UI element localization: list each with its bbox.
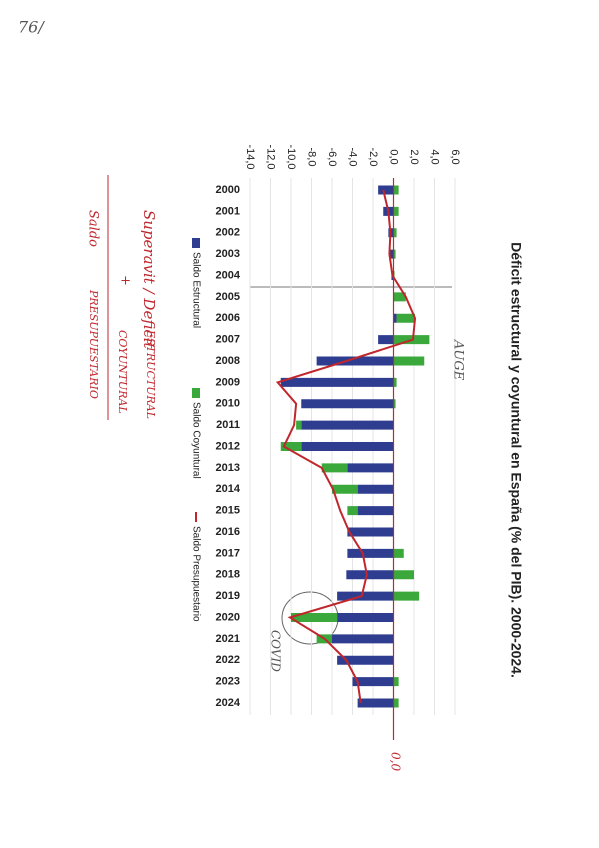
bar [337, 591, 394, 601]
category-label: 2014 [216, 483, 241, 495]
bar [378, 335, 394, 345]
category-label: 2008 [216, 355, 240, 367]
bar [332, 634, 394, 644]
category-label: 2016 [216, 526, 240, 538]
bar [337, 613, 394, 622]
annotation: PRESUPUESTARIO [87, 289, 100, 399]
bar [280, 377, 394, 387]
bar [393, 377, 397, 387]
bar [301, 442, 394, 451]
bar [316, 356, 394, 366]
bar [347, 506, 358, 516]
bar [393, 249, 396, 259]
bar [347, 527, 394, 537]
annotation: ESTRUCTURAL [144, 329, 157, 419]
value-tick-label: -4,0 [347, 148, 359, 167]
annotation: COVID [269, 630, 283, 672]
bar [378, 185, 394, 195]
category-label: 2007 [216, 334, 240, 346]
value-tick-label: -14,0 [244, 144, 256, 169]
category-label: 2012 [216, 440, 240, 452]
category-label: 2006 [216, 312, 240, 324]
value-tick-label: -8,0 [306, 148, 318, 167]
category-label: 2023 [216, 676, 240, 688]
category-label: 2013 [216, 462, 240, 474]
category-label: 2019 [216, 590, 240, 602]
annotation: + [118, 275, 133, 286]
bar [393, 570, 414, 580]
bar [393, 228, 397, 238]
value-tick-label: 0,0 [388, 149, 400, 164]
bar [393, 698, 399, 708]
legend-label: Saldo Presupuestario [190, 526, 201, 622]
bar [393, 591, 420, 601]
bar [357, 506, 394, 516]
chart: Déficit estructural y coyuntural en Espa… [18, 18, 524, 772]
bar [291, 613, 338, 622]
bar [301, 420, 394, 430]
bar [393, 677, 399, 687]
bar [393, 356, 425, 366]
bar [393, 313, 397, 323]
bar [393, 399, 396, 409]
legend-label: Saldo Estructural [190, 252, 201, 328]
value-tick-label: -6,0 [326, 148, 338, 167]
bar [347, 463, 394, 473]
category-label: 2020 [216, 611, 240, 623]
category-label: 2004 [216, 269, 241, 281]
bar [393, 292, 406, 302]
chart-title: Déficit estructural y coyuntural en Espa… [508, 242, 524, 678]
annotation: Superavit / Deficit [140, 210, 158, 350]
bar [393, 185, 399, 195]
bar [352, 677, 394, 687]
bar [357, 698, 394, 708]
annotation: 76/ [18, 18, 45, 37]
annotation: COYUNTURAL [116, 330, 129, 414]
bar [393, 206, 399, 216]
annotation: 0,0 [389, 752, 403, 771]
category-label: 2000 [216, 184, 240, 196]
bar [389, 249, 394, 259]
bar [296, 420, 302, 430]
bar [321, 463, 348, 473]
bar [301, 399, 394, 409]
value-tick-label: 2,0 [408, 149, 420, 164]
category-label: 2017 [216, 547, 240, 559]
category-label: 2010 [216, 398, 240, 410]
value-tick-label: -10,0 [285, 144, 297, 169]
category-label: 2003 [216, 248, 240, 260]
annotation: Saldo [86, 210, 101, 247]
value-tick-label: -2,0 [367, 148, 379, 167]
category-label: 2011 [216, 419, 240, 431]
bar [396, 313, 416, 323]
category-label: 2024 [216, 697, 241, 709]
bar [346, 570, 394, 580]
bar [347, 548, 394, 558]
category-label: 2009 [216, 376, 240, 388]
category-label: 2022 [216, 654, 240, 666]
category-label: 2005 [216, 291, 240, 303]
bar [280, 442, 302, 451]
value-tick-label: 6,0 [449, 149, 461, 164]
bar [357, 484, 394, 494]
line-series [275, 189, 417, 704]
category-label: 2002 [216, 227, 240, 239]
legend-label: Saldo Coyuntural [190, 402, 201, 479]
category-label: 2018 [216, 569, 240, 581]
bar [337, 655, 394, 665]
legend-marker [192, 238, 200, 248]
category-label: 2015 [216, 505, 240, 517]
value-tick-label: -12,0 [265, 144, 277, 169]
category-label: 2001 [216, 205, 240, 217]
value-tick-label: 4,0 [429, 149, 441, 164]
bar [332, 484, 358, 494]
annotation: AUGE [451, 339, 466, 381]
category-label: 2021 [216, 633, 240, 645]
bar [393, 548, 404, 558]
legend-marker [192, 388, 200, 398]
